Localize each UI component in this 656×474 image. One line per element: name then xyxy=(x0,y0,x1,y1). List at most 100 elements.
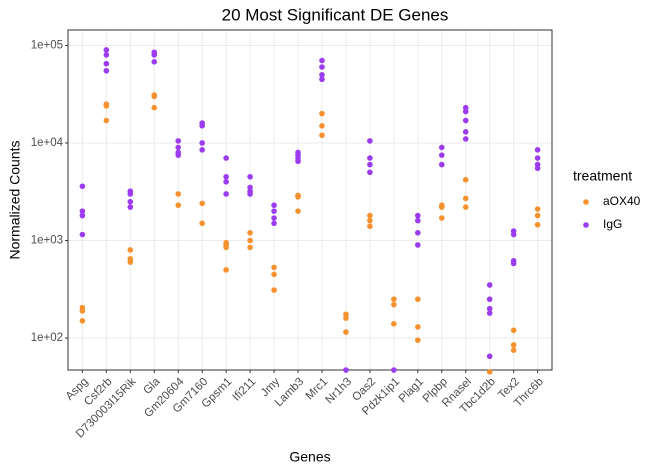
point xyxy=(415,229,421,236)
point xyxy=(271,287,277,293)
point xyxy=(199,140,205,146)
point xyxy=(223,267,229,273)
point xyxy=(462,204,469,210)
point xyxy=(103,103,110,109)
point xyxy=(247,229,253,236)
x-tick-label: Plag1 xyxy=(397,376,426,405)
point xyxy=(486,353,493,360)
point xyxy=(486,305,493,312)
point xyxy=(79,183,86,190)
point xyxy=(534,165,541,172)
point xyxy=(127,259,134,265)
point xyxy=(319,132,325,139)
x-tick-label: Nr1h3 xyxy=(324,376,355,407)
point xyxy=(391,320,397,327)
point xyxy=(486,369,493,375)
point xyxy=(462,176,469,183)
point xyxy=(271,271,277,278)
point xyxy=(510,347,517,354)
point xyxy=(367,169,373,176)
point xyxy=(319,64,325,70)
point xyxy=(175,202,182,209)
point xyxy=(79,318,86,324)
point xyxy=(534,212,541,219)
point xyxy=(438,152,445,158)
point xyxy=(534,147,541,153)
point xyxy=(271,202,277,209)
point xyxy=(438,204,445,210)
point xyxy=(415,242,421,248)
point xyxy=(367,138,373,144)
point xyxy=(247,173,253,180)
legend-marker xyxy=(583,199,589,205)
legend-marker xyxy=(583,222,589,228)
y-axis-title: Normalized Counts xyxy=(7,140,23,259)
point xyxy=(247,191,253,197)
point xyxy=(151,58,158,65)
point xyxy=(462,129,469,135)
point xyxy=(438,161,445,168)
point xyxy=(438,215,445,221)
point xyxy=(295,158,301,165)
point xyxy=(415,212,421,219)
point xyxy=(79,208,86,214)
x-axis-title: Genes xyxy=(289,449,330,465)
point xyxy=(271,264,277,271)
point xyxy=(79,231,86,238)
point xyxy=(462,117,469,124)
y-tick-label: 1e+05 xyxy=(31,39,63,51)
point xyxy=(127,191,134,197)
point xyxy=(438,144,445,151)
point xyxy=(415,217,421,224)
point xyxy=(127,198,134,205)
point xyxy=(79,212,86,219)
point xyxy=(534,221,541,228)
point xyxy=(271,208,277,214)
point xyxy=(199,200,205,207)
point xyxy=(510,260,517,267)
point xyxy=(103,67,110,74)
x-tick-label: Ifi211 xyxy=(231,376,259,404)
point xyxy=(199,122,205,129)
point xyxy=(295,194,301,200)
point xyxy=(367,161,373,168)
point xyxy=(367,217,373,224)
point xyxy=(223,173,229,180)
point xyxy=(486,310,493,316)
point xyxy=(247,244,253,251)
legend-label: aOX40 xyxy=(603,194,641,208)
point xyxy=(391,301,397,308)
point xyxy=(223,191,229,197)
point xyxy=(127,204,134,210)
plot-border xyxy=(67,29,553,371)
point xyxy=(343,315,349,321)
point xyxy=(319,122,325,129)
point xyxy=(415,337,421,343)
point xyxy=(223,244,229,251)
point xyxy=(391,367,397,373)
point xyxy=(247,237,253,244)
point xyxy=(462,104,469,111)
point xyxy=(319,76,325,83)
point xyxy=(534,206,541,212)
point xyxy=(271,215,277,221)
point xyxy=(462,108,469,115)
point xyxy=(415,296,421,303)
point xyxy=(510,231,517,238)
point xyxy=(151,104,158,111)
point xyxy=(79,308,86,314)
point xyxy=(271,220,277,227)
point xyxy=(319,72,325,78)
legend-title: treatment xyxy=(573,168,632,184)
point xyxy=(151,52,158,58)
point xyxy=(103,60,110,67)
point xyxy=(367,223,373,230)
point xyxy=(367,155,373,161)
point xyxy=(319,110,325,117)
plot-panel xyxy=(68,30,552,370)
point xyxy=(534,155,541,161)
chart-title: 20 Most Significant DE Genes xyxy=(222,5,449,24)
point xyxy=(343,367,349,373)
point xyxy=(462,136,469,142)
